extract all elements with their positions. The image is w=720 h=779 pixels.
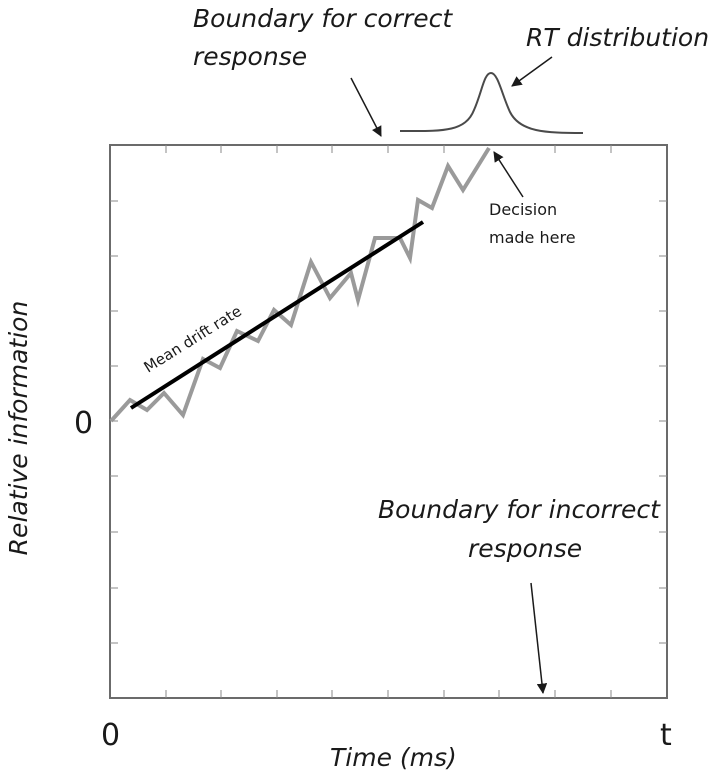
x-zero-label: 0 (101, 718, 120, 753)
x-axis-ticks (165, 690, 612, 698)
arrow-decision (493, 151, 524, 198)
y-axis-ticks (110, 200, 118, 644)
arrow-rt-distribution (511, 56, 553, 87)
x-axis-ticks-top (165, 145, 612, 153)
y-axis-title: Relative information (4, 301, 33, 556)
mean-drift-line (129, 220, 425, 410)
y-zero-label: 0 (74, 406, 93, 441)
rt-distribution-label: RT distribution (526, 23, 709, 52)
decision-label-line1: Decision (489, 200, 557, 219)
evidence-random-walk (109, 146, 491, 423)
boundary-incorrect-label-line2: response (468, 534, 582, 563)
decision-label-line2: made here (489, 228, 576, 247)
arrow-boundary-correct (350, 77, 382, 137)
y-axis-ticks-right (659, 200, 667, 644)
boundary-correct-label-line1: Boundary for correct (193, 4, 453, 33)
rt-distribution-curve (399, 71, 584, 134)
boundary-correct-label-line2: response (193, 42, 307, 71)
mean-drift-rate-label: Mean drift rate (141, 302, 245, 376)
x-end-label: t (660, 718, 672, 753)
boundary-incorrect-label-line1: Boundary for incorrect (378, 495, 661, 524)
arrow-boundary-incorrect (530, 582, 548, 695)
x-axis-title: Time (ms) (330, 743, 457, 772)
plot-frame (109, 144, 668, 699)
